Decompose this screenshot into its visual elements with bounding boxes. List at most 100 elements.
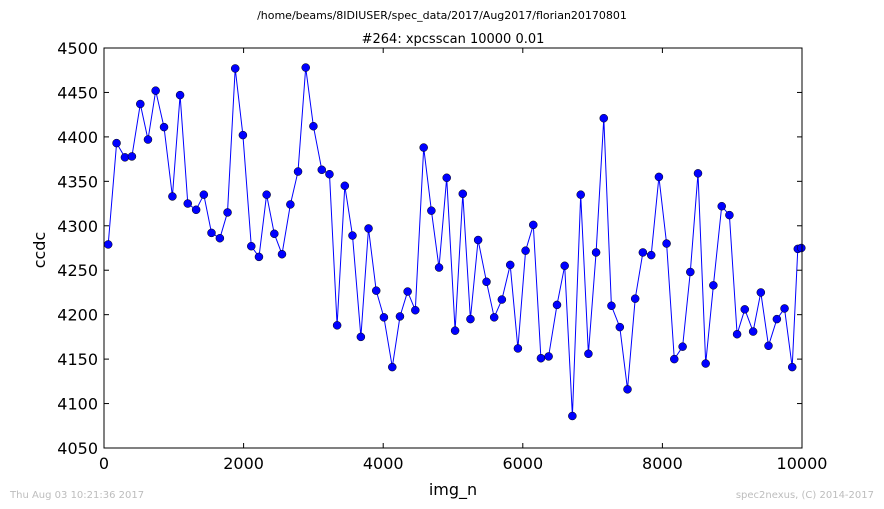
y-tick-label: 4250 <box>57 261 98 280</box>
data-point <box>725 210 734 220</box>
data-point <box>670 354 679 364</box>
data-point <box>434 263 444 272</box>
data-point <box>529 220 538 230</box>
data-point <box>513 344 523 353</box>
data-point <box>427 206 436 215</box>
data-point <box>103 240 113 249</box>
x-tick-label: 2000 <box>223 454 264 473</box>
series-layer <box>103 63 806 421</box>
data-point <box>591 248 601 257</box>
data-point <box>348 231 357 240</box>
series-line <box>107 67 802 417</box>
data-point <box>247 241 256 251</box>
footer-credit: spec2nexus, (C) 2014-2017 <box>736 490 874 501</box>
data-point <box>168 192 177 201</box>
y-tick-label: 4350 <box>57 172 98 191</box>
data-point <box>521 246 530 255</box>
data-point <box>371 286 381 295</box>
x-axis: 0 2000 4000 6000 8000 10000 <box>99 48 828 473</box>
y-axis: 4050 4100 4150 4200 4250 4300 4350 4400 4450 4500 <box>57 39 802 458</box>
data-point <box>505 260 515 270</box>
data-point <box>262 190 271 199</box>
data-point <box>576 190 585 199</box>
data-point <box>112 138 121 148</box>
y-axis-label: ccdc <box>30 232 49 269</box>
data-point <box>678 342 687 351</box>
data-point <box>379 313 389 322</box>
x-tick-label: 6000 <box>502 454 543 473</box>
y-tick-label: 4400 <box>57 128 98 147</box>
data-point <box>473 235 483 245</box>
data-point <box>646 250 656 260</box>
x-tick-label: 8000 <box>642 454 683 473</box>
data-point <box>638 248 648 257</box>
data-point <box>419 143 428 152</box>
data-point <box>270 229 279 239</box>
data-point <box>709 281 718 290</box>
data-point <box>623 385 632 394</box>
data-point <box>442 173 451 183</box>
data-point <box>127 152 137 161</box>
data-point <box>654 172 664 182</box>
data-point <box>395 312 405 321</box>
data-point <box>489 313 499 322</box>
y-tick-label: 4100 <box>57 395 98 414</box>
y-tick-label: 4500 <box>57 39 98 58</box>
data-point <box>136 99 145 109</box>
data-point <box>293 167 303 176</box>
data-point <box>411 305 420 315</box>
data-point <box>568 411 577 421</box>
data-point <box>607 301 616 311</box>
data-point <box>764 341 773 351</box>
data-point <box>560 261 569 271</box>
y-tick-label: 4150 <box>57 350 98 369</box>
data-point <box>630 294 640 303</box>
data-point <box>120 153 130 162</box>
data-point <box>151 86 160 95</box>
data-point <box>277 249 287 259</box>
data-point <box>356 332 366 342</box>
y-tick-label: 4450 <box>57 83 98 102</box>
footer-timestamp: Thu Aug 03 10:21:36 2017 <box>9 490 144 501</box>
x-axis-label: img_n <box>429 480 477 500</box>
data-point <box>340 181 350 191</box>
data-point <box>693 169 703 178</box>
data-point <box>388 362 397 372</box>
data-point <box>780 304 789 313</box>
data-point <box>787 362 797 372</box>
data-point <box>662 239 671 248</box>
data-point <box>199 190 209 199</box>
data-point <box>325 169 334 179</box>
data-point <box>207 228 216 238</box>
data-point <box>552 300 562 310</box>
x-tick-label: 0 <box>99 454 109 473</box>
data-point <box>215 233 225 243</box>
data-point <box>482 277 491 287</box>
plot-frame <box>103 47 803 449</box>
x-tick-label: 4000 <box>363 454 404 473</box>
data-point <box>332 321 342 330</box>
data-point <box>191 205 201 215</box>
data-point <box>615 322 625 332</box>
data-point <box>183 199 193 208</box>
data-point <box>748 327 758 336</box>
x-tick-label: 10000 <box>777 454 828 473</box>
data-point <box>254 252 264 262</box>
data-point <box>364 224 373 233</box>
data-point <box>238 130 248 140</box>
data-point <box>497 295 507 304</box>
data-point <box>301 63 310 72</box>
y-tick-label: 4200 <box>57 306 98 325</box>
chart-title: #264: xpcsscan 10000 0.01 <box>362 32 545 47</box>
data-point <box>450 326 460 335</box>
data-point <box>686 267 695 277</box>
path-title: /home/beams/8IDIUSER/spec_data/2017/Aug2… <box>257 9 627 22</box>
data-point <box>717 201 726 211</box>
data-point <box>740 305 750 314</box>
data-point <box>309 121 318 131</box>
data-point <box>544 352 553 361</box>
data-point <box>403 287 412 296</box>
data-point <box>772 314 782 324</box>
data-point <box>175 90 185 100</box>
